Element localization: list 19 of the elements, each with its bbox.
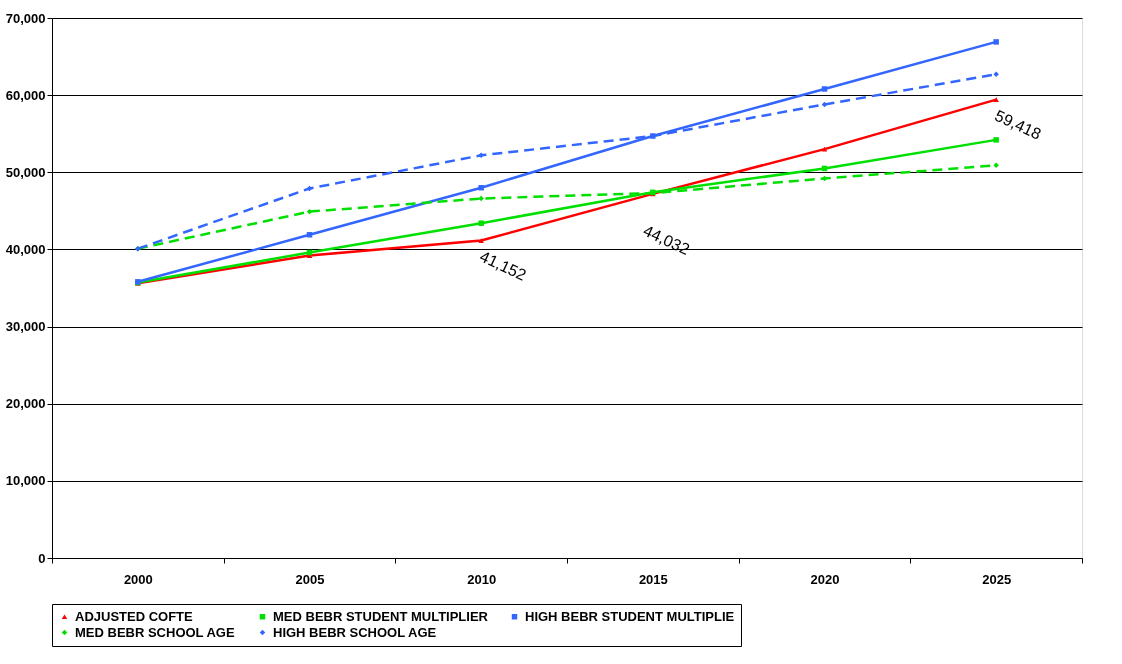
x-tick-label: 2005 (295, 571, 325, 587)
x-tick-label: 2020 (810, 571, 840, 587)
y-tick-label: 30,000 (5, 319, 46, 335)
x-tick-label: 2025 (982, 571, 1012, 587)
legend-label: ADJUSTED COFTE (75, 608, 194, 624)
y-tick-label: 10,000 (5, 473, 46, 489)
y-tick-label: 0 (38, 550, 46, 566)
legend-label: HIGH BEBR STUDENT MULTIPLIE (525, 608, 735, 624)
x-tick-label: 2015 (638, 571, 668, 587)
y-tick-label: 50,000 (5, 164, 46, 180)
legend-label: HIGH BEBR SCHOOL AGE (273, 624, 437, 640)
y-tick-label: 60,000 (5, 87, 46, 103)
legend-label: MED BEBR STUDENT MULTIPLIER (273, 608, 489, 624)
x-tick-label: 2000 (123, 571, 153, 587)
y-tick-label: 70,000 (5, 10, 46, 26)
y-tick-label: 20,000 (5, 396, 46, 412)
x-tick-label: 2010 (467, 571, 497, 587)
y-tick-label: 40,000 (5, 241, 46, 257)
legend-label: MED BEBR SCHOOL AGE (75, 624, 235, 640)
